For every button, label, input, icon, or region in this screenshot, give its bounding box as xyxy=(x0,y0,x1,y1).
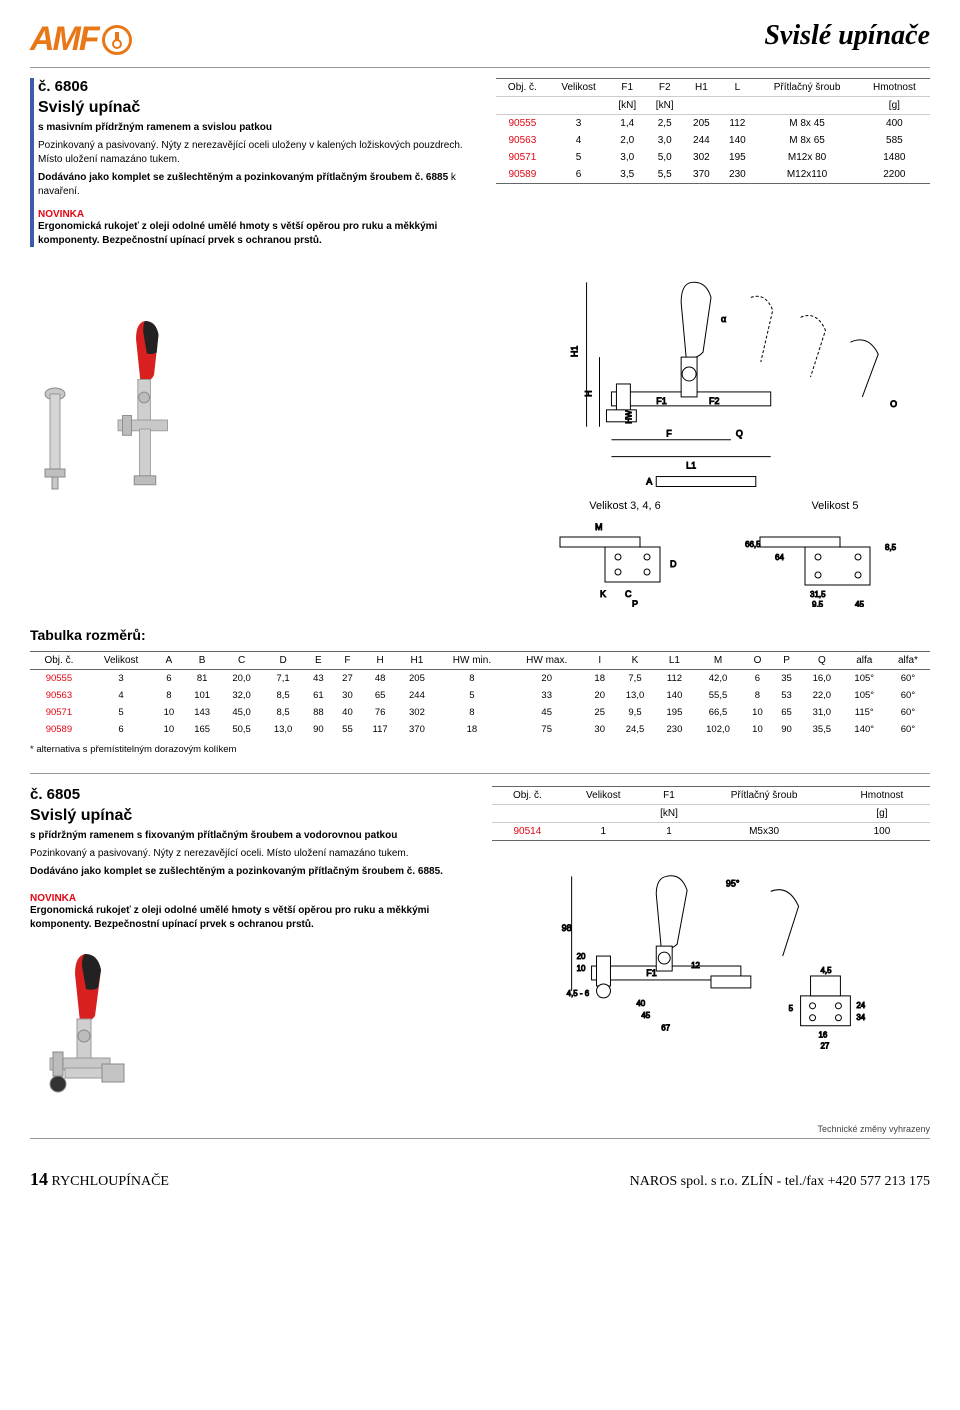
novinka-text: Ergonomická rukojeť z oleji odolné umělé… xyxy=(38,220,466,247)
product-desc2-2: Dodáváno jako komplet se zušlechtěným a … xyxy=(30,865,462,879)
svg-text:F2: F2 xyxy=(709,396,719,406)
svg-text:C: C xyxy=(625,589,632,599)
svg-text:10: 10 xyxy=(577,964,586,973)
svg-text:F: F xyxy=(666,429,672,439)
page-footer: 14 RYCHLOUPÍNAČE NAROS spol. s r.o. ZLÍN… xyxy=(30,1169,930,1190)
svg-text:40: 40 xyxy=(636,999,645,1008)
section-marker xyxy=(30,78,34,247)
svg-text:H1: H1 xyxy=(570,346,580,357)
page-title: Svislé upínače xyxy=(764,20,930,52)
product-section-6806: č. 6806 Svislý upínač s masivním přídržn… xyxy=(30,78,930,247)
header-rule xyxy=(30,67,930,68)
technical-diagram-6805: 95° 98 20 10 4,5 - 6 F1 12 40 45 xyxy=(492,856,930,1086)
svg-text:Q: Q xyxy=(736,429,743,439)
svg-text:20: 20 xyxy=(577,952,586,961)
svg-text:45: 45 xyxy=(641,1011,650,1020)
svg-text:45: 45 xyxy=(855,600,864,607)
product-subtitle-2: s přídržným ramenem s fixovaným přítlačn… xyxy=(30,829,462,843)
svg-text:27: 27 xyxy=(821,1042,830,1051)
footer-category: RYCHLOUPÍNAČE xyxy=(52,1174,169,1189)
svg-text:H: H xyxy=(584,390,594,396)
svg-text:8,5: 8,5 xyxy=(885,543,897,552)
page-header: AMF Svislé upínače xyxy=(30,20,930,59)
product-code: č. 6806 xyxy=(38,78,466,95)
novinka-label-2: NOVINKA xyxy=(30,893,462,904)
svg-text:9,5: 9,5 xyxy=(812,600,824,607)
svg-text:M: M xyxy=(595,522,603,532)
svg-text:64: 64 xyxy=(775,553,784,562)
svg-text:P: P xyxy=(632,599,638,607)
product-code-2: č. 6805 xyxy=(30,786,462,803)
svg-text:F1: F1 xyxy=(646,968,656,978)
svg-text:4,5: 4,5 xyxy=(821,966,833,975)
svg-text:31,5: 31,5 xyxy=(810,590,826,599)
svg-text:66,5: 66,5 xyxy=(745,540,761,549)
product-name: Svislý upínač xyxy=(38,99,466,117)
svg-text:A: A xyxy=(646,477,652,487)
svg-text:K: K xyxy=(600,589,606,599)
product-desc-2: Pozinkovaný a pasivovaný. Nýty z nerezav… xyxy=(30,847,462,861)
spec-table-6806: Obj. č.VelikostF1F2H1LPřítlačný šroubHmo… xyxy=(496,78,930,184)
product-section-6805: č. 6805 Svislý upínač s přídržným ramene… xyxy=(30,773,930,1116)
footer-company: NAROS spol. s r.o. ZLÍN - tel./fax +420 … xyxy=(630,1174,930,1190)
product-desc: Pozinkovaný a pasivovaný. Nýty z nerezav… xyxy=(38,139,466,167)
technical-diagram-main: H1 H F1 F2 L1 F Q HW α O A xyxy=(492,262,930,492)
svg-text:HW: HW xyxy=(624,410,633,424)
logo-text: AMF xyxy=(30,20,98,59)
vel-label-right: Velikost 5 xyxy=(740,500,930,512)
dim-table-title: Tabulka rozměrů: xyxy=(30,627,930,643)
svg-text:16: 16 xyxy=(819,1031,828,1040)
vel-label-left: Velikost 3, 4, 6 xyxy=(540,500,710,512)
product-subtitle: s masivním přídržným ramenem a svislou p… xyxy=(38,121,466,135)
novinka-label: NOVINKA xyxy=(38,209,466,220)
svg-text:α: α xyxy=(721,314,726,324)
page-number: 14 xyxy=(30,1169,48,1189)
svg-text:5: 5 xyxy=(789,1004,794,1013)
svg-text:34: 34 xyxy=(856,1013,865,1022)
svg-text:67: 67 xyxy=(661,1024,670,1033)
clamp-image xyxy=(95,312,195,492)
svg-text:12: 12 xyxy=(691,961,700,970)
svg-text:D: D xyxy=(670,559,677,569)
tech-note: Technické změny vyhrazeny xyxy=(30,1124,930,1134)
bolt-image xyxy=(30,382,80,492)
svg-text:24: 24 xyxy=(856,1001,865,1010)
base-diagrams: Velikost 3, 4, 6 M D K C P Velikost 5 xyxy=(30,500,930,607)
image-diagram-row: H1 H F1 F2 L1 F Q HW α O A xyxy=(30,262,930,492)
product-desc2: Dodáváno jako komplet se zušlechtěným a … xyxy=(38,171,466,199)
dim-footnote: * alternativa s přemístitelným dorazovým… xyxy=(30,744,930,755)
svg-text:4,5 - 6: 4,5 - 6 xyxy=(567,989,590,998)
svg-text:O: O xyxy=(890,399,897,409)
footer-rule xyxy=(30,1138,930,1139)
logo-icon xyxy=(102,25,132,55)
spec-table-6805: Obj. č.VelikostF1Přítlačný šroubHmotnost… xyxy=(492,786,930,841)
logo: AMF xyxy=(30,20,132,59)
svg-text:L1: L1 xyxy=(686,461,696,471)
dimension-table: Obj. č.VelikostABCDEFHH1HW min.HW max.IK… xyxy=(30,651,930,738)
product-name-2: Svislý upínač xyxy=(30,807,462,825)
clamp-image-2 xyxy=(30,946,462,1116)
svg-text:98: 98 xyxy=(562,923,572,933)
svg-text:95°: 95° xyxy=(726,878,740,888)
svg-text:F1: F1 xyxy=(656,396,666,406)
novinka-text-2: Ergonomická rukojeť z oleji odolné umělé… xyxy=(30,904,462,931)
